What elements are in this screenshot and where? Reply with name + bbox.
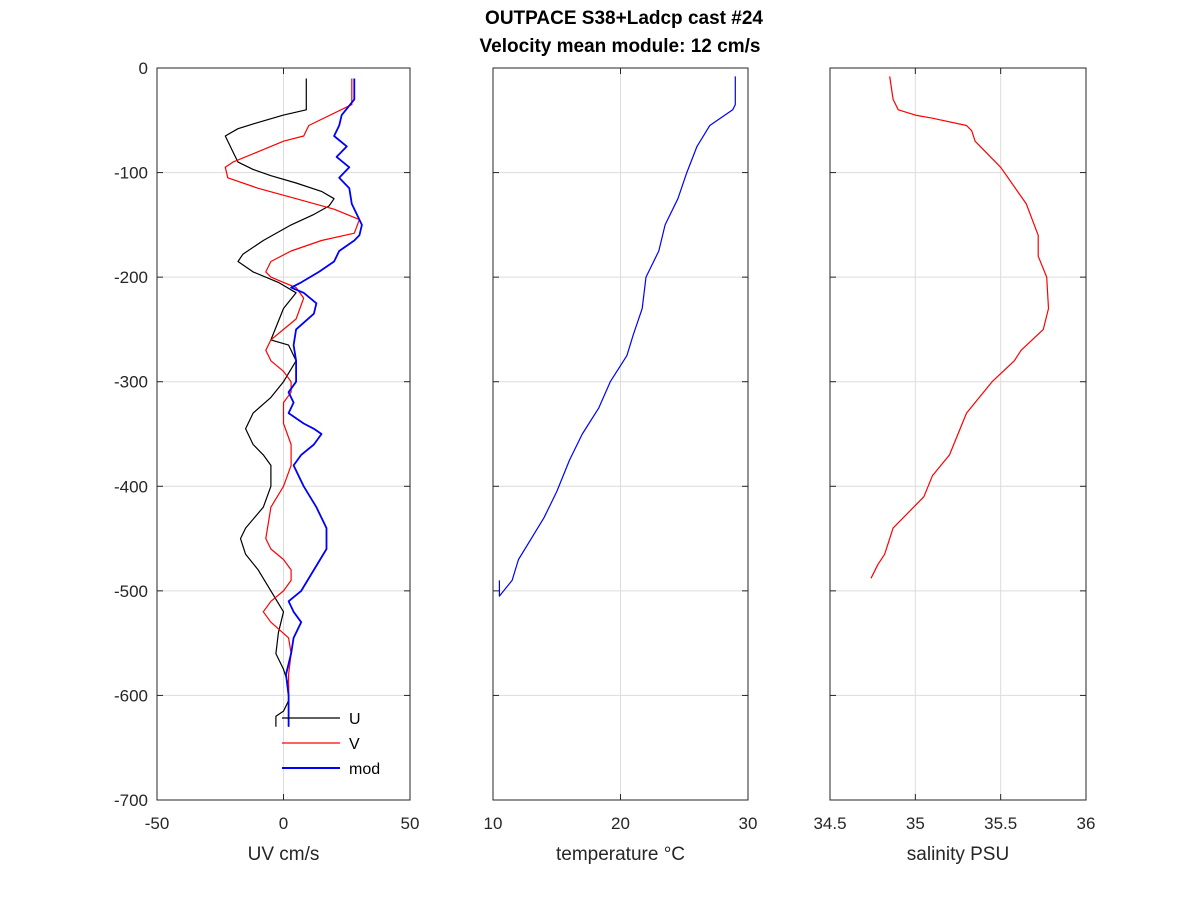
x-tick-label: 50 <box>401 814 420 833</box>
chart-title: OUTPACE S38+Ladcp cast #24 <box>485 8 763 29</box>
x-axis-label: salinity PSU <box>907 844 1009 865</box>
x-tick-label: 35 <box>906 814 925 833</box>
legend-label-U: U <box>349 711 361 728</box>
y-tick-label: -500 <box>114 582 148 601</box>
x-axis-label: UV cm/s <box>248 844 320 865</box>
chart-subtitle: Velocity mean module: 12 cm/s <box>480 36 761 57</box>
y-tick-label: -600 <box>114 686 148 705</box>
series-line-V <box>224 78 360 727</box>
y-tick-label: -100 <box>114 164 148 183</box>
x-tick-label: 34.5 <box>813 814 846 833</box>
x-tick-label: 30 <box>739 814 758 833</box>
y-tick-label: -700 <box>114 791 148 810</box>
y-tick-label: 0 <box>139 59 148 78</box>
x-tick-label: 0 <box>279 814 288 833</box>
y-tick-label: -200 <box>114 268 148 287</box>
x-tick-label: -50 <box>145 814 170 833</box>
x-tick-label: 36 <box>1077 814 1096 833</box>
series-line <box>870 76 1050 579</box>
series-line <box>498 76 736 597</box>
y-tick-label: -300 <box>114 373 148 392</box>
legend-label-mod: mod <box>349 761 380 778</box>
y-tick-label: -400 <box>114 477 148 496</box>
panel-temperature: 10 20 30 temperature °C <box>484 67 758 865</box>
x-tick-label: 35.5 <box>984 814 1017 833</box>
legend-label-V: V <box>349 736 360 753</box>
x-tick-label: 10 <box>484 814 503 833</box>
panel-salinity: 34.5 35 35.5 36 salinity PSU <box>813 67 1096 865</box>
series-line-U <box>224 78 335 727</box>
series-line-mod <box>285 78 363 727</box>
x-axis-label: temperature °C <box>556 844 685 865</box>
x-tick-label: 20 <box>611 814 630 833</box>
axes-box <box>829 67 1087 801</box>
